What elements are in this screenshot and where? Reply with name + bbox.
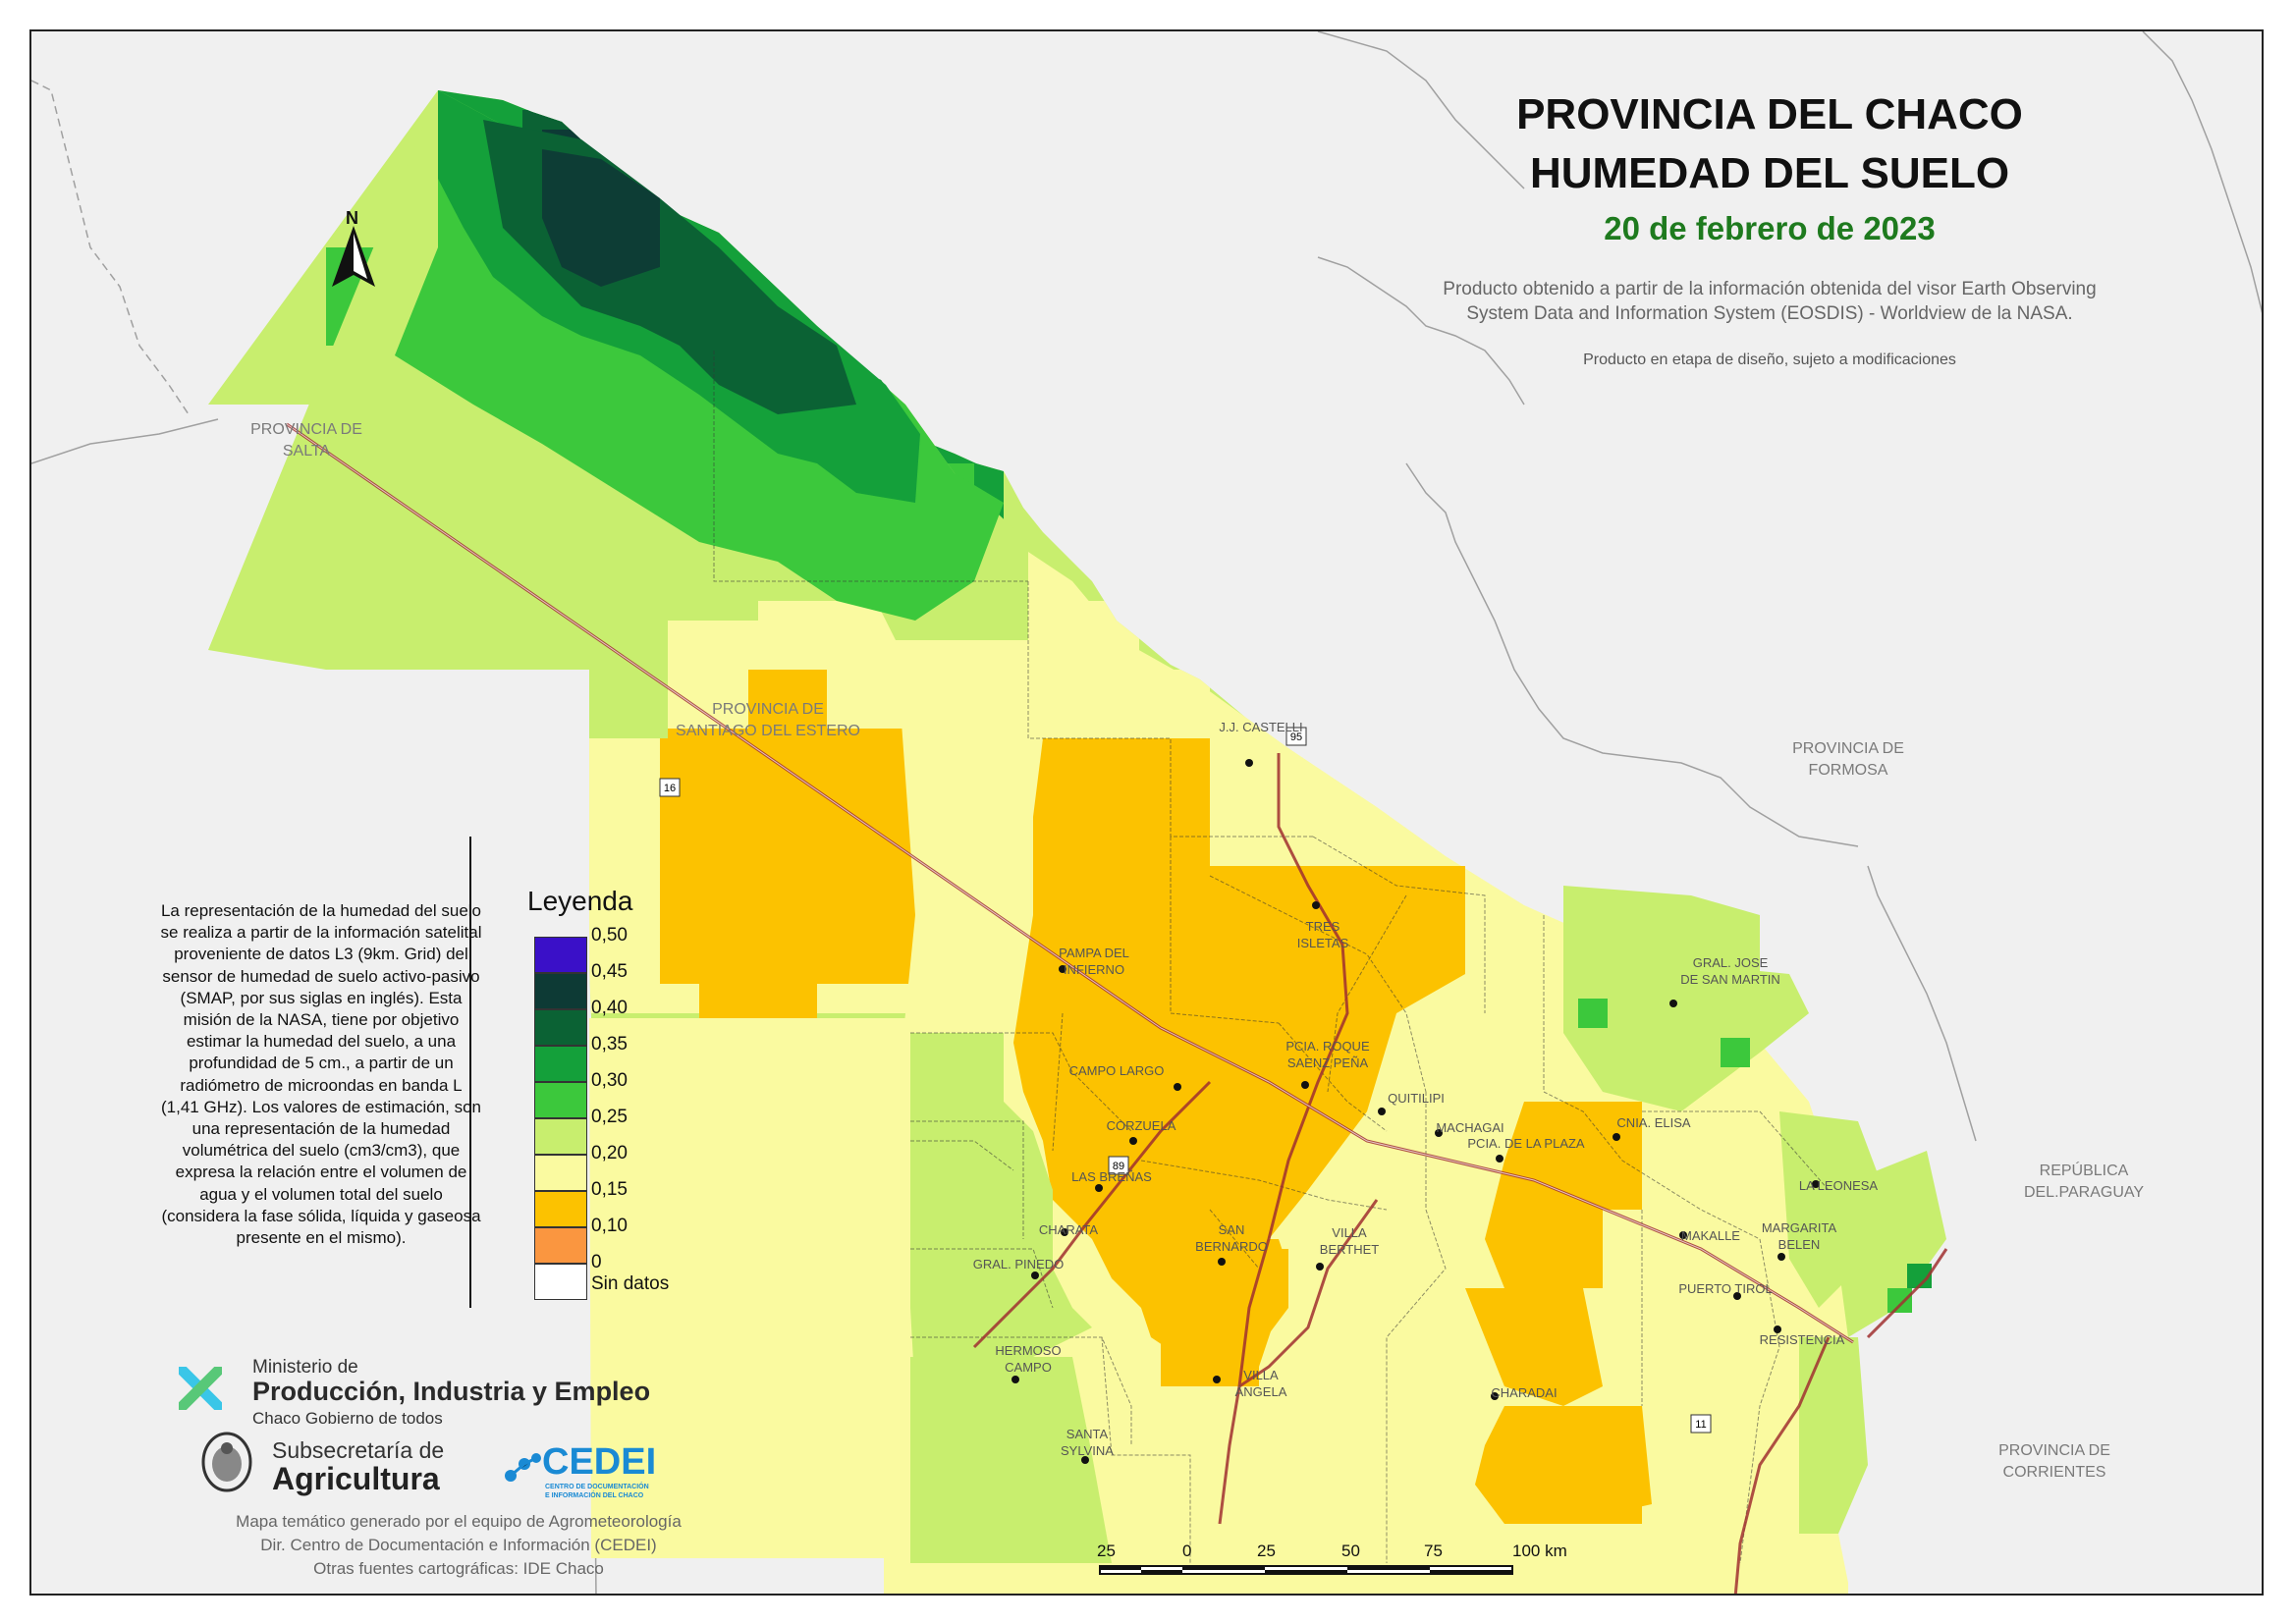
legend-swatch: [534, 1191, 587, 1227]
cedei-sub1: CENTRO DE DOCUMENTACIÓN: [545, 1484, 649, 1490]
footer-line3: Otras fuentes cartográficas: IDE Chaco: [313, 1559, 604, 1578]
town-label: GRAL. PINEDO: [972, 1257, 1065, 1271]
legend-swatch: [534, 1009, 587, 1046]
map-date: 20 de febrero de 2023: [1604, 210, 1936, 246]
legend-swatch: [534, 1227, 587, 1264]
ministry-line1: Ministerio de: [252, 1357, 358, 1378]
subsecretaria-line1: Subsecretaría de: [272, 1437, 445, 1463]
north-label: N: [346, 208, 358, 228]
design-note: Producto en etapa de diseño, sujeto a mo…: [1583, 352, 1956, 368]
soil-moisture-map: 16 95 89 11: [31, 31, 2262, 1594]
town-label: CNIA. ELISA: [1616, 1115, 1691, 1130]
scale-label-100: 100 km: [1512, 1542, 1567, 1560]
scale-bar: [1099, 1565, 1513, 1575]
town-label: PAMPA DEL INFIERNO: [1059, 946, 1129, 977]
route-89-shield: 89: [1108, 1156, 1129, 1175]
town-label: CHARATA: [1038, 1222, 1099, 1237]
scale-label-50: 50: [1341, 1542, 1360, 1560]
legend-label: 0,30: [591, 1070, 628, 1091]
town-label: LA LEONESA: [1798, 1178, 1879, 1193]
legend-swatch: [534, 1082, 587, 1118]
town-label: PCIA. ROQUE SAENZ PEÑA: [1285, 1039, 1370, 1070]
town-label: MACHAGAI: [1436, 1120, 1504, 1135]
legend-no-data-label: Sin datos: [591, 1273, 670, 1294]
legend-swatch: [534, 973, 587, 1009]
town-label: VILLA ÁNGELA: [1234, 1368, 1287, 1399]
legend-label: 0: [591, 1252, 602, 1272]
moisture-west: [910, 886, 1946, 1563]
town-label: RESISTENCIA: [1759, 1332, 1845, 1347]
town-label: TRES ISLETAS: [1296, 919, 1349, 950]
town-label: QUITILIPI: [1388, 1091, 1445, 1106]
scale-label-25a: 25: [1097, 1542, 1116, 1560]
region-salta: PROVINCIA DE SALTA: [250, 421, 362, 460]
agricultura-seal-icon: [200, 1431, 253, 1493]
town-label: GRAL. JOSE DE SAN MARTIN: [1680, 955, 1780, 987]
route-95-shield: 95: [1285, 727, 1307, 746]
legend-label: 0,45: [591, 961, 628, 982]
route-95-label: 95: [1290, 731, 1302, 743]
department-boundaries: [713, 351, 1830, 1564]
region-paraguay: REPÚBLICA DEL.PARAGUAY: [2023, 1163, 2145, 1201]
map-frame: 16 95 89 11: [29, 29, 2264, 1596]
footer-line1: Mapa temático generado por el equipo de …: [236, 1512, 682, 1531]
scale-label-25b: 25: [1257, 1542, 1276, 1560]
region-corrientes: PROVINCIA DE CORRIENTES: [1998, 1442, 2110, 1481]
route-11-shield: 11: [1690, 1414, 1712, 1434]
legend-label: 0,15: [591, 1179, 628, 1200]
north-arrow-icon: [332, 226, 375, 287]
town-label: PUERTO TIROL: [1678, 1281, 1773, 1296]
legend-label: 0,50: [591, 925, 628, 946]
ministry-line2: Producción, Industria y Empleo: [252, 1377, 651, 1406]
town-label: MAKALLE: [1681, 1228, 1740, 1243]
legend-label: 0,35: [591, 1034, 628, 1055]
ministry-line3: Chaco Gobierno de todos: [252, 1409, 443, 1428]
route-16-shield: 16: [659, 778, 681, 797]
legend-label: 0,25: [591, 1107, 628, 1127]
map-title-line1: PROVINCIA DEL CHACO: [1516, 90, 2023, 138]
legend-label: 0,20: [591, 1143, 628, 1163]
town-label: HERMOSO CAMPO: [995, 1343, 1062, 1375]
scale-label-0: 0: [1182, 1542, 1192, 1560]
chaco-province: [208, 90, 1028, 670]
town-label: CORZUELA: [1106, 1118, 1176, 1133]
roads-inner: [286, 423, 1854, 1343]
town-label: MARGARITA BELEN: [1761, 1220, 1837, 1252]
route-89-label: 89: [1113, 1161, 1124, 1172]
region-santiago: PROVINCIA DE SANTIAGO DEL ESTERO: [676, 701, 860, 739]
legend-swatch: [534, 1155, 587, 1191]
legend-swatch: [534, 1046, 587, 1082]
legend-label: 0,40: [591, 998, 628, 1018]
legend-label: 0,10: [591, 1216, 628, 1236]
credit-line2: System Data and Information System (EOSD…: [1466, 303, 2073, 324]
legend-title: Leyenda: [527, 886, 633, 916]
legend-swatch: [534, 1118, 587, 1155]
town-label: LAS BREÑAS: [1071, 1169, 1152, 1184]
legend-swatch: [534, 1264, 587, 1300]
town-dots: [1011, 759, 1820, 1464]
map-title-line2: HUMEDAD DEL SUELO: [1529, 149, 2010, 197]
credit-line1: Producto obtenido a partir de la informa…: [1443, 279, 2097, 299]
ministry-logo-icon: [177, 1365, 224, 1412]
cedei-name: CEDEI: [542, 1441, 657, 1483]
route-16-label: 16: [664, 783, 676, 794]
subsecretaria-line2: Agricultura: [272, 1461, 440, 1496]
footer-line2: Dir. Centro de Documentación e Informaci…: [260, 1536, 657, 1554]
town-label: CHARADAI: [1491, 1385, 1558, 1400]
town-label: SAN BERNARDO: [1195, 1222, 1268, 1254]
region-formosa: PROVINCIA DE FORMOSA: [1792, 740, 1904, 779]
town-label: PCIA. DE LA PLAZA: [1467, 1136, 1585, 1151]
town-label: VILLA BERTHET: [1319, 1225, 1380, 1257]
cedei-logo-icon: [503, 1450, 542, 1486]
scale-label-75: 75: [1424, 1542, 1443, 1560]
town-label: J.J. CASTELLI: [1219, 720, 1303, 734]
legend-swatch: [534, 937, 587, 973]
route-11-label: 11: [1695, 1419, 1706, 1431]
description-text: La representación de la humedad del suel…: [160, 901, 482, 1248]
route-shields: 16 95 89 11: [659, 727, 1712, 1434]
town-label: CAMPO LARGO: [1068, 1063, 1165, 1078]
town-label: SANTA SYLVINA: [1061, 1427, 1114, 1458]
cedei-sub2: E INFORMACIÓN DEL CHACO: [545, 1492, 644, 1499]
